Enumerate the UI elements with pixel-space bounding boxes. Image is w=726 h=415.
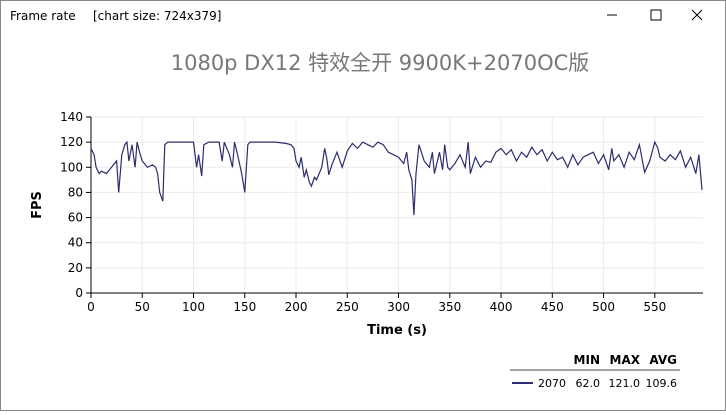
- stats-header: MIN: [574, 353, 600, 367]
- line-series: [90, 140, 703, 216]
- x-tick-label: 100: [182, 300, 205, 314]
- x-tick-label: 500: [592, 300, 615, 314]
- legend-label: 2070: [538, 377, 566, 390]
- x-tick-label: 0: [87, 300, 95, 314]
- x-tick-label: 150: [233, 300, 256, 314]
- y-tick-label: 100: [60, 160, 83, 174]
- y-tick-label: 80: [68, 185, 83, 199]
- y-tick-label: 20: [68, 261, 83, 275]
- x-tick-label: 50: [135, 300, 150, 314]
- x-tick-label: 400: [490, 300, 513, 314]
- stats-header: MAX: [610, 353, 641, 367]
- window-info: [chart size: 724x379]: [93, 9, 221, 23]
- y-tick-label: 40: [68, 236, 83, 250]
- y-tick-label: 140: [60, 110, 83, 124]
- x-axis-label: Time (s): [367, 323, 427, 338]
- window-title: Frame rate: [10, 9, 76, 23]
- stats-value: 121.0: [609, 377, 641, 390]
- y-tick-label: 60: [68, 211, 83, 225]
- stats-value: 109.6: [646, 377, 678, 390]
- x-tick-label: 550: [643, 300, 666, 314]
- stats-value: 62.0: [576, 377, 601, 390]
- x-tick-label: 300: [387, 300, 410, 314]
- y-tick-label: 0: [75, 286, 83, 300]
- y-tick-label: 120: [60, 135, 83, 149]
- stats-header: AVG: [649, 353, 677, 367]
- maximize-button[interactable]: [650, 9, 662, 21]
- close-button[interactable]: [691, 9, 703, 21]
- x-tick-label: 200: [285, 300, 308, 314]
- x-tick-label: 350: [438, 300, 461, 314]
- x-tick-label: 250: [336, 300, 359, 314]
- x-tick-label: 450: [541, 300, 564, 314]
- chart-title: 1080p DX12 特效全开 9900K+2070OC版: [171, 51, 590, 75]
- y-axis-label: FPS: [30, 191, 45, 219]
